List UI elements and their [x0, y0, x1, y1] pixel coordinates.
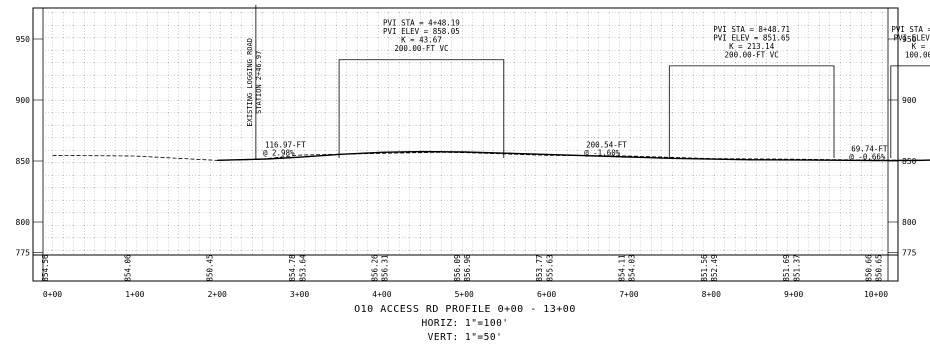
- vertical-scale: VERT: 1"=50': [428, 332, 503, 343]
- elevation-label: 850.66: [865, 254, 874, 282]
- pvi-label: K = 43.67: [401, 36, 442, 45]
- grade-length-label: 200.54-FT: [586, 141, 627, 150]
- y-axis-right: 950 900 850 800 775: [888, 35, 917, 258]
- station-label: 9+00: [784, 290, 803, 299]
- pvi-label: PVI STA = 4+48.19: [383, 19, 460, 28]
- elevation-label: 854.06: [123, 254, 132, 282]
- pvi-label: PVI ELEV = 851.65: [713, 33, 790, 42]
- elevation-label: 855.63: [545, 254, 554, 281]
- station-note-text: EXISTING LOGGING ROAD: [246, 38, 254, 127]
- y-tick-label-right: 850: [902, 157, 917, 166]
- proposed-grade-line: [217, 150, 930, 162]
- elevation-label: 853.77: [535, 254, 544, 281]
- y-tick-label-right: 900: [902, 96, 917, 105]
- elevation-label: 854.03: [628, 254, 637, 281]
- y-tick-label-left: 950: [16, 35, 31, 44]
- profile-title: O10 ACCESS RD PROFILE 0+00 - 13+00: [354, 304, 576, 315]
- grade-length-label: 69.74-FT: [851, 144, 888, 153]
- plot-frame: [32, 7, 899, 282]
- grade-length-label: 116.97-FT: [265, 141, 306, 150]
- elevation-label: 851.69: [782, 254, 791, 281]
- station-label: 3+00: [290, 290, 309, 299]
- vertical-curve-bracket: [668, 65, 835, 158]
- station-note-text: STATION 2+46.97: [255, 51, 263, 114]
- vertical-curve: PVI STA = 10+68.45PVI ELEV = 850.20K = 3…: [890, 25, 930, 158]
- elevation-label: 856.09: [453, 254, 462, 281]
- y-tick-label-right: 950: [902, 35, 917, 44]
- y-tick-label-left: 900: [16, 96, 31, 105]
- outer-frame: [32, 7, 899, 282]
- elevation-label: 851.37: [792, 254, 801, 281]
- elevation-label: 856.26: [370, 254, 379, 282]
- y-tick-label-left: 775: [16, 249, 31, 258]
- horizontal-scale: HORIZ: 1"=100': [421, 318, 508, 329]
- station-label: 5+00: [455, 290, 474, 299]
- station-label: 1+00: [125, 290, 144, 299]
- station-label: 8+00: [702, 290, 721, 299]
- y-axis-left: 950 900 850 800 775: [16, 35, 43, 258]
- elevation-label: 856.31: [381, 254, 390, 281]
- x-axis: 0+00 1+00 2+00 3+00 4+00 5+00 6+00 7+00 8+00 9+00…: [43, 290, 888, 299]
- elevation-label: 854.56: [41, 254, 50, 282]
- station-label: 2+00: [208, 290, 227, 299]
- pvi-label: PVI ELEV = 850.20: [894, 33, 930, 42]
- grade-percent-label: @ -1.60%: [584, 149, 621, 158]
- elevation-label: 853.64: [298, 254, 307, 282]
- pvi-label: PVI ELEV = 858.05: [383, 27, 460, 36]
- elevation-label: 851.56: [700, 254, 709, 282]
- pvi-label: 200.00-FT VC: [725, 50, 779, 59]
- elevation-label: 856.96: [463, 254, 472, 282]
- pvi-label: PVI STA = 10+68.45: [891, 25, 930, 34]
- y-tick-label-left: 850: [16, 157, 31, 166]
- grade-percent-label: @ -0.66%: [849, 152, 886, 161]
- grade-labels: 116.97-FT@ 2.98% 200.54-FT@ -1.60% 69.74-F…: [263, 141, 888, 162]
- y-tick-label-left: 800: [16, 218, 31, 227]
- title-block: O10 ACCESS RD PROFILE 0+00 - 13+00 HORIZ…: [354, 304, 576, 343]
- vertical-curve-bracket: [890, 65, 930, 158]
- station-label: 4+00: [372, 290, 391, 299]
- elevation-label: 854.78: [288, 254, 297, 282]
- pvi-label: K = 213.14: [729, 42, 775, 51]
- pvi-label: PVI STA = 8+48.71: [713, 25, 790, 34]
- station-label: 6+00: [537, 290, 556, 299]
- station-label: 10+00: [864, 290, 888, 299]
- y-tick-label-right: 775: [902, 249, 917, 258]
- elevation-label: 850.45: [206, 254, 215, 281]
- pvi-label: 200.00-FT VC: [394, 44, 448, 53]
- pvi-label: K = 33.49: [912, 42, 930, 51]
- profile-lines: [52, 150, 930, 162]
- elevation-label: 852.49: [710, 254, 719, 281]
- elevation-label: 854.11: [617, 254, 626, 281]
- vertical-curve-bracket: [338, 59, 505, 158]
- elevation-label: 850.65: [875, 254, 884, 281]
- y-tick-label-right: 800: [902, 218, 917, 227]
- dotted-grid: [43, 10, 888, 255]
- grade-percent-label: @ 2.98%: [263, 149, 295, 158]
- station-label: 0+00: [43, 290, 62, 299]
- station-label: 7+00: [619, 290, 638, 299]
- elevation-labels: 854.56 854.06 850.45 854.78 853.64 856.26 856.…: [41, 254, 884, 282]
- grid: [43, 10, 888, 255]
- pvi-label: 100.00-FT VC: [905, 50, 930, 59]
